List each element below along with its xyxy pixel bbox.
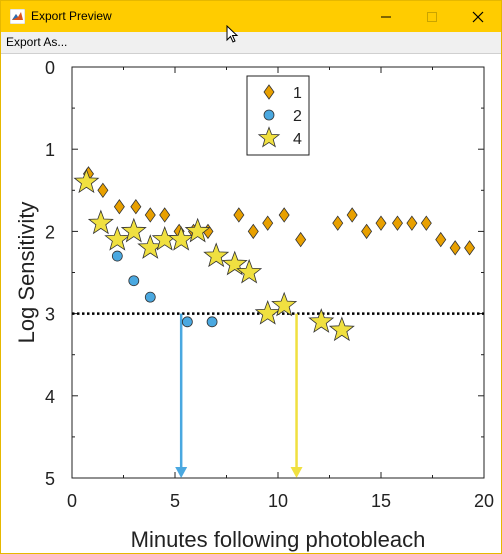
window-title: Export Preview xyxy=(31,9,112,23)
series-2-point xyxy=(181,316,193,328)
arrow-head xyxy=(175,467,188,478)
series-2-point xyxy=(128,275,140,287)
series-1-point xyxy=(262,215,274,231)
y-tick-label: 3 xyxy=(45,305,55,325)
series-1-point xyxy=(406,215,418,231)
series-4-point xyxy=(87,209,114,235)
legend-marker-2 xyxy=(263,109,275,121)
series-4-point xyxy=(221,250,248,276)
close-button[interactable] xyxy=(455,1,501,32)
legend-box xyxy=(246,75,310,156)
close-icon xyxy=(472,11,484,22)
series-1-point xyxy=(159,207,171,223)
series-4-point xyxy=(120,217,147,243)
series-4-point xyxy=(308,308,335,333)
series-4-point xyxy=(168,225,195,251)
series-1-point xyxy=(420,215,432,231)
x-tick-label: 15 xyxy=(371,491,391,511)
series-1-point xyxy=(247,223,259,240)
maximize-icon xyxy=(427,11,437,22)
y-tick-label: 4 xyxy=(45,387,55,407)
series-4-point xyxy=(236,258,263,284)
x-tick-label: 20 xyxy=(474,491,494,511)
matlab-icon xyxy=(10,9,25,24)
series-1-point xyxy=(233,207,245,223)
series-2-point xyxy=(144,291,156,303)
series-4-point xyxy=(271,291,298,317)
series-1-point xyxy=(144,207,156,223)
series-1-point xyxy=(361,223,373,240)
x-axis-label: Minutes following photobleach xyxy=(131,527,426,552)
series-1-point xyxy=(346,207,358,223)
series-1-point xyxy=(435,231,447,248)
legend: 1 2 4 xyxy=(246,75,310,156)
arrow-head xyxy=(290,467,303,478)
series-2-point xyxy=(206,316,218,328)
data-marks xyxy=(73,166,476,342)
x-tick-label: 10 xyxy=(268,491,288,511)
series-1-point xyxy=(97,182,109,198)
series-2-point xyxy=(111,250,123,262)
menu-export-as[interactable]: Export As... xyxy=(6,35,68,49)
series-4-point xyxy=(184,217,211,243)
mouse-pointer-icon xyxy=(226,25,239,43)
series-4-point xyxy=(203,242,230,268)
series-1-point xyxy=(375,215,387,231)
minimize-button[interactable] xyxy=(363,1,409,32)
series-1-point xyxy=(464,240,476,256)
series-1-point xyxy=(278,207,290,223)
series-1-point xyxy=(391,215,403,231)
x-tick-label: 5 xyxy=(170,491,180,511)
legend-marker-4 xyxy=(257,126,281,148)
series-4-point xyxy=(104,225,131,251)
legend-label-2: 2 xyxy=(293,108,302,125)
maximize-button[interactable] xyxy=(409,1,455,32)
series-4-point xyxy=(254,299,281,325)
legend-label-1: 1 xyxy=(293,85,302,102)
reference-line-group xyxy=(72,312,484,478)
series-1-point xyxy=(449,240,461,256)
legend-label-4: 4 xyxy=(293,131,302,148)
title-bar: Export Preview xyxy=(1,1,501,32)
y-tick-label: 0 xyxy=(45,58,55,78)
minimize-icon xyxy=(381,16,391,17)
series-1-point xyxy=(130,199,142,215)
series-1-point xyxy=(295,231,307,248)
x-tick-label: 0 xyxy=(67,491,77,511)
y-tick-label: 2 xyxy=(45,222,55,242)
series-1-point xyxy=(113,199,125,215)
y-tick-label: 5 xyxy=(45,469,55,489)
y-tick-label: 1 xyxy=(45,140,55,160)
series-4-point xyxy=(328,316,355,342)
legend-marker-1 xyxy=(263,84,275,100)
y-axis-label: Log Sensitivity xyxy=(14,202,39,344)
menu-bar: Export As... xyxy=(1,32,501,54)
series-1-point xyxy=(332,215,344,231)
series-4-point xyxy=(73,168,100,194)
